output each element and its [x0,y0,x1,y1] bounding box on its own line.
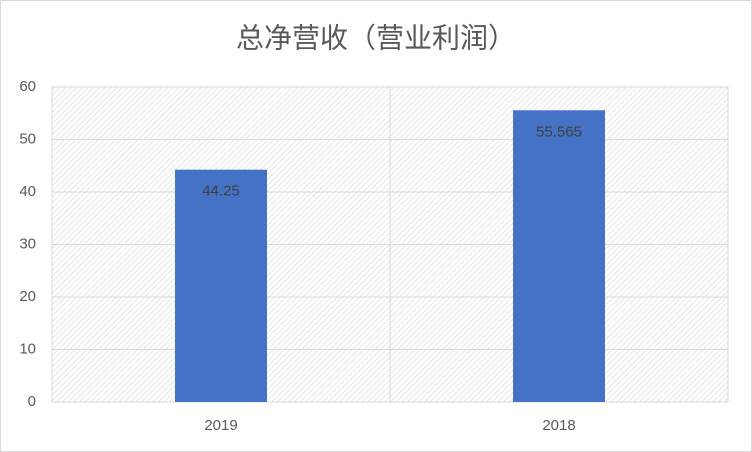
chart-title: 总净营收（营业利润） [236,22,516,53]
y-tick-label: 20 [19,288,36,305]
y-tick-label: 0 [28,393,36,410]
data-label: 44.25 [202,183,240,200]
y-tick-label: 30 [19,235,36,252]
x-tick-label: 2018 [542,417,575,434]
y-tick-label: 50 [19,130,36,147]
y-tick-label: 60 [19,78,36,95]
y-tick-label: 10 [19,340,36,357]
bar [513,110,605,402]
y-tick-label: 40 [19,183,36,200]
x-tick-label: 2019 [204,417,237,434]
bar [175,169,267,402]
data-label: 55.565 [536,123,582,140]
